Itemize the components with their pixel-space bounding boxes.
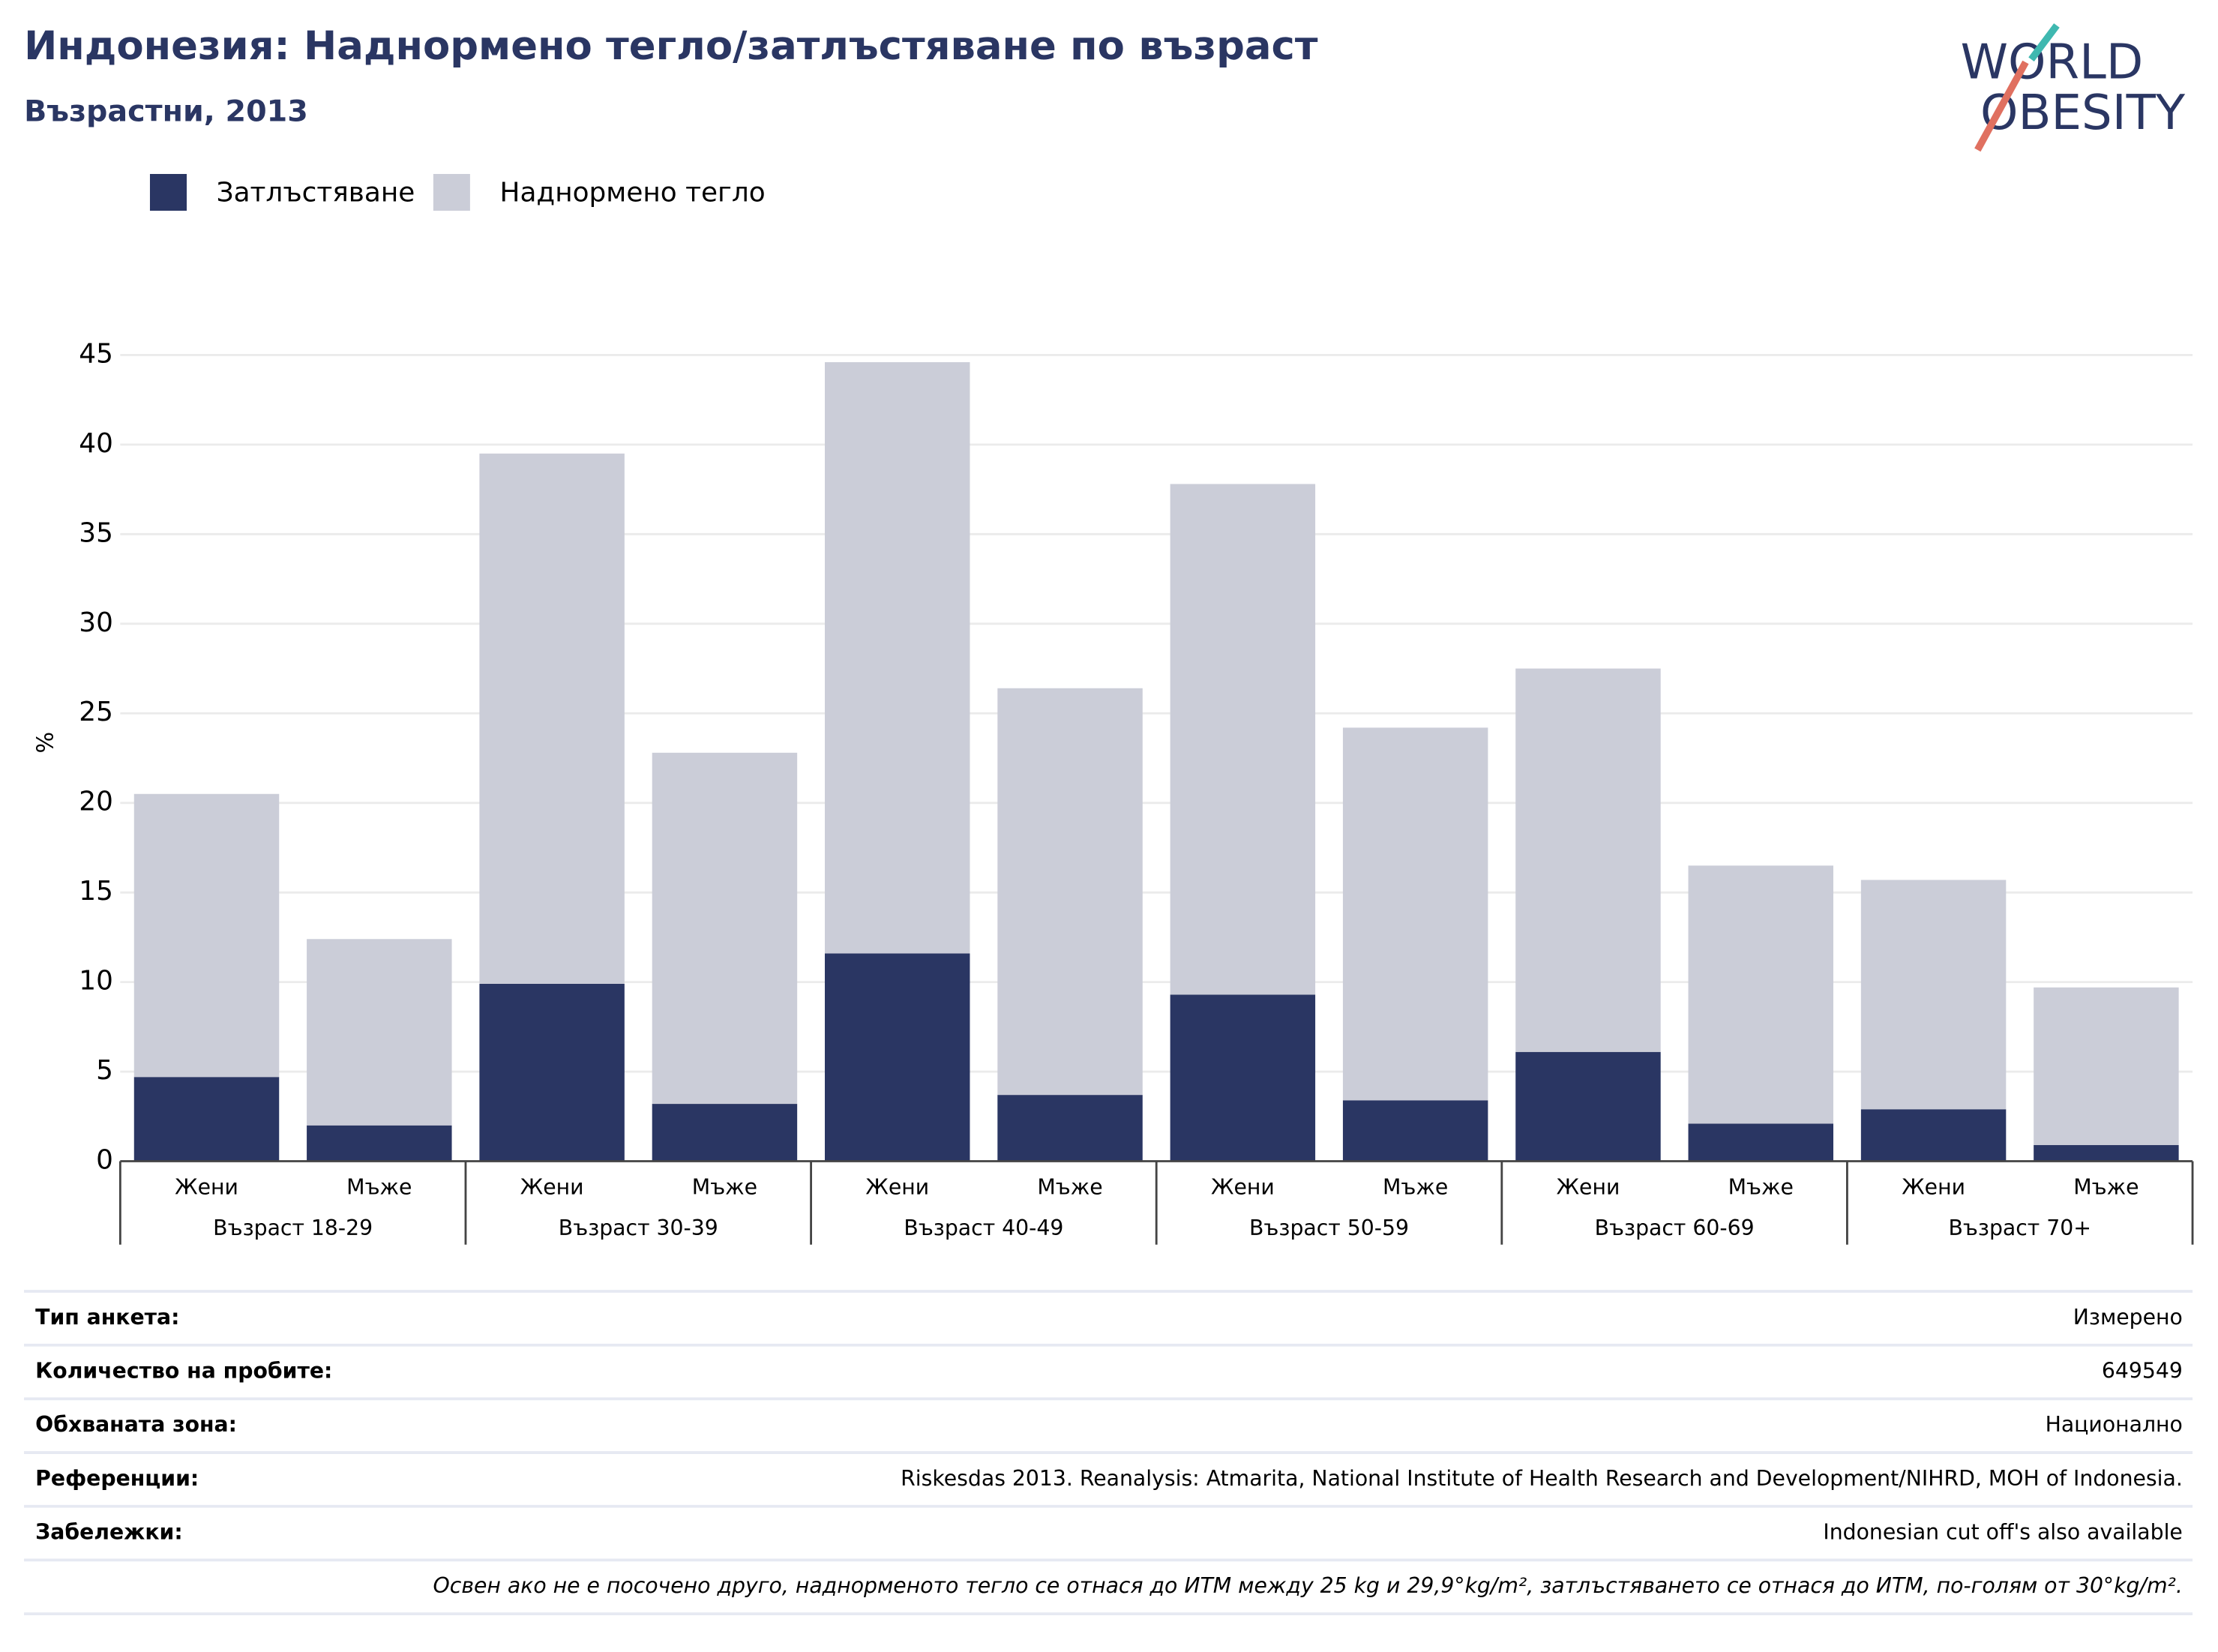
bar-segment bbox=[307, 939, 452, 1126]
bar-segment bbox=[825, 953, 970, 1162]
x-tick-label: Жени bbox=[1211, 1174, 1275, 1199]
x-tick-label: Мъже bbox=[1383, 1174, 1448, 1199]
y-tick-label: 15 bbox=[79, 876, 113, 907]
x-tick-label: Жени bbox=[1557, 1174, 1620, 1199]
y-tick-label: 30 bbox=[79, 607, 113, 638]
bar-segment bbox=[1688, 1123, 1834, 1162]
table-label: Обхваната зона: bbox=[35, 1412, 237, 1437]
bar-segment bbox=[1342, 1100, 1488, 1162]
table-label: Тип анкета: bbox=[35, 1305, 179, 1330]
x-tick-label: Жени bbox=[865, 1174, 929, 1199]
group-label: Възраст 30-39 bbox=[559, 1216, 718, 1240]
bar-segment bbox=[133, 1077, 280, 1162]
bar-segment bbox=[1860, 1109, 2007, 1162]
x-tick-label: Жени bbox=[520, 1174, 584, 1199]
y-tick-label: 5 bbox=[96, 1055, 113, 1086]
table-label: Забележки: bbox=[35, 1520, 182, 1545]
y-axis-label: % bbox=[33, 732, 59, 754]
bar-segment bbox=[997, 688, 1143, 1096]
bar-segment bbox=[1688, 865, 1834, 1124]
table-value: Национално bbox=[2046, 1412, 2183, 1437]
x-tick-label: Мъже bbox=[1037, 1174, 1102, 1199]
logo-slash bbox=[1974, 60, 2029, 152]
y-tick-label: 40 bbox=[79, 428, 113, 459]
x-tick-label: Жени bbox=[1902, 1174, 1965, 1199]
logo-slash bbox=[2028, 23, 2060, 62]
logo-text: WORLD bbox=[1961, 34, 2144, 90]
legend-label: Затлъстяване bbox=[217, 177, 415, 208]
y-tick-label: 20 bbox=[79, 787, 113, 817]
bar-segment bbox=[997, 1095, 1143, 1162]
table-value: Измерено bbox=[2073, 1305, 2183, 1330]
table-value: Riskesdas 2013. Reanalysis: Atmarita, Na… bbox=[901, 1466, 2183, 1491]
x-tick-label: Мъже bbox=[346, 1174, 412, 1199]
bar-segment bbox=[479, 983, 625, 1162]
logo-text: OBESITY bbox=[1980, 85, 2186, 141]
x-tick-label: Мъже bbox=[1728, 1174, 1794, 1199]
bar-segment bbox=[1860, 880, 2007, 1110]
x-tick-label: Мъже bbox=[2073, 1174, 2139, 1199]
bar-segment bbox=[1515, 1051, 1661, 1162]
x-tick-label: Мъже bbox=[692, 1174, 757, 1199]
legend-label: Наднормено тегло bbox=[500, 177, 766, 208]
group-label: Възраст 70+ bbox=[1949, 1216, 2091, 1240]
table-value: Indonesian cut off's also available bbox=[1823, 1520, 2182, 1545]
group-label: Възраст 18-29 bbox=[213, 1216, 373, 1240]
table-label: Референции: bbox=[35, 1466, 199, 1491]
bar-segment bbox=[2034, 1145, 2179, 1162]
table-note: Освен ако не е посочено друго, наднормен… bbox=[433, 1573, 2183, 1598]
y-tick-label: 10 bbox=[79, 966, 113, 997]
bar-segment bbox=[1342, 727, 1488, 1101]
group-label: Възраст 60-69 bbox=[1595, 1216, 1755, 1240]
table-value: 649549 bbox=[2102, 1359, 2183, 1384]
bar-segment bbox=[825, 361, 970, 954]
legend-swatch bbox=[149, 173, 187, 211]
y-tick-label: 35 bbox=[79, 517, 113, 548]
chart-title: Индонезия: Наднормено тегло/затлъстяване… bbox=[24, 23, 1318, 69]
bar-segment bbox=[479, 453, 625, 984]
group-label: Възраст 40-49 bbox=[904, 1216, 1063, 1240]
bar-segment bbox=[652, 752, 798, 1105]
bar-segment bbox=[1515, 668, 1661, 1052]
bar-segment bbox=[2034, 987, 2179, 1146]
y-tick-label: 25 bbox=[79, 697, 113, 727]
bar-segment bbox=[652, 1104, 798, 1162]
y-tick-label: 0 bbox=[96, 1145, 113, 1176]
bar-segment bbox=[1170, 994, 1316, 1162]
bar-segment bbox=[307, 1125, 452, 1162]
legend-swatch bbox=[433, 173, 470, 211]
table-label: Количество на пробите: bbox=[35, 1359, 332, 1384]
x-tick-label: Жени bbox=[175, 1174, 238, 1199]
bar-segment bbox=[1170, 484, 1316, 995]
y-tick-label: 45 bbox=[79, 338, 113, 369]
bar-segment bbox=[133, 793, 280, 1078]
group-label: Възраст 50-59 bbox=[1249, 1216, 1409, 1240]
chart-subtitle: Възрастни, 2013 bbox=[24, 94, 308, 128]
